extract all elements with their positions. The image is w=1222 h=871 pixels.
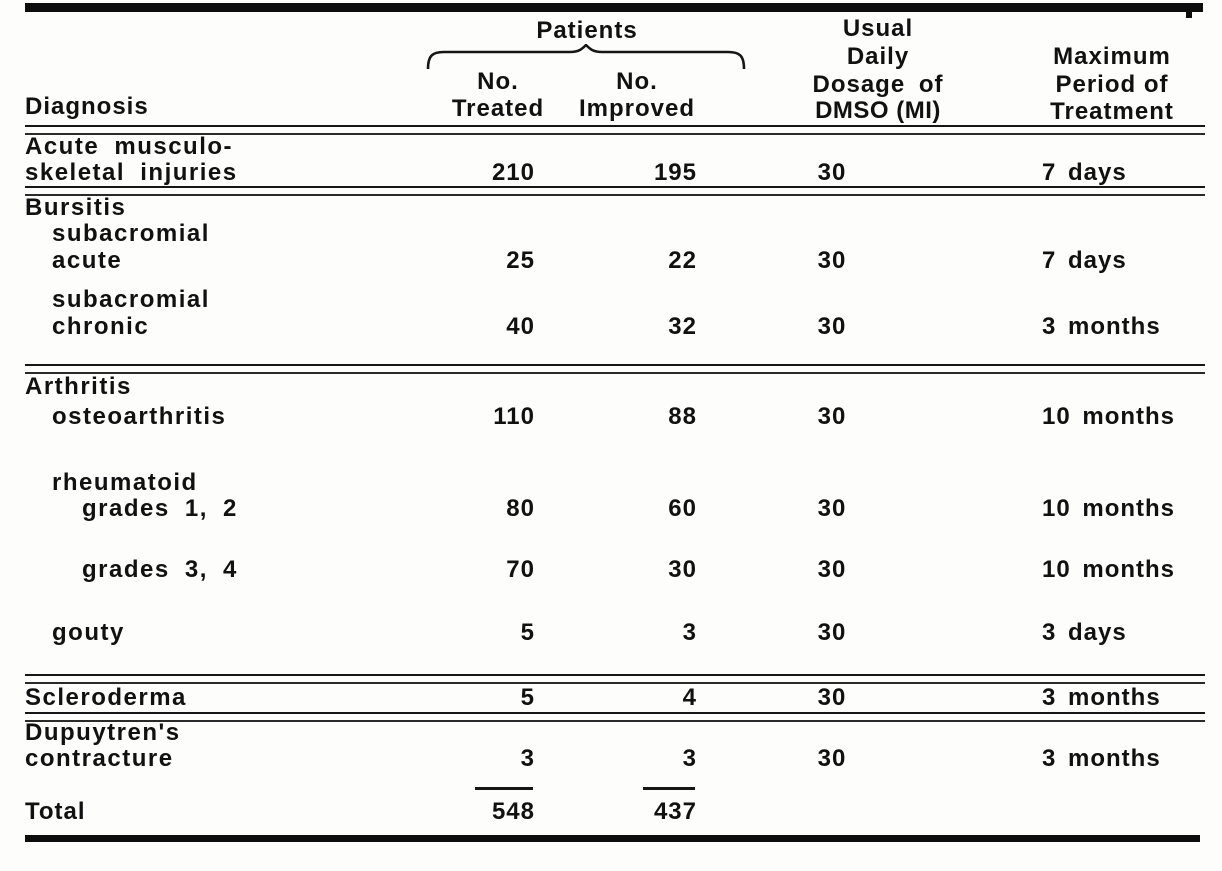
table-row: Bursitis xyxy=(0,195,1222,221)
table-row: grades 1, 2 80 60 30 10 months xyxy=(0,496,1222,522)
table-row: gouty 5 3 30 3 days xyxy=(0,620,1222,646)
table-row: osteoarthritis 110 88 30 10 months xyxy=(0,404,1222,430)
diagnosis-cell: grades 3, 4 xyxy=(82,556,238,583)
treated-cell: 25 xyxy=(506,247,535,274)
table-row: Arthritis xyxy=(0,374,1222,400)
column-header-period-line2: Period of xyxy=(1055,71,1169,98)
column-group-patients: Patients xyxy=(536,17,638,44)
treated-cell: 40 xyxy=(506,313,535,340)
patients-brace-icon xyxy=(426,44,746,70)
total-improved-overline xyxy=(643,787,695,790)
treated-cell: 110 xyxy=(493,403,535,430)
diagnosis-cell: osteoarthritis xyxy=(52,403,227,430)
diagnosis-cell: Dupuytren's xyxy=(25,719,181,746)
diagnosis-cell: Bursitis xyxy=(25,194,127,221)
row-separator-rule xyxy=(25,712,1205,722)
column-header-dosage-line2: Daily xyxy=(846,43,910,70)
improved-cell: 32 xyxy=(668,313,697,340)
row-separator-rule xyxy=(25,186,1205,196)
table-row: chronic 40 32 30 3 months xyxy=(0,314,1222,340)
table-row: contracture 3 3 30 3 months xyxy=(0,746,1222,772)
diagnosis-cell: acute xyxy=(52,247,123,274)
dosage-cell: 30 xyxy=(817,403,847,430)
dosage-cell: 30 xyxy=(817,619,847,646)
table-row: skeletal injuries 210 195 30 7 days xyxy=(0,160,1222,186)
diagnosis-cell: Acute musculo- xyxy=(25,133,234,160)
table-row: grades 3, 4 70 30 30 10 months xyxy=(0,557,1222,583)
column-header-diagnosis: Diagnosis xyxy=(25,93,149,120)
diagnosis-cell: chronic xyxy=(52,313,150,340)
table-bottom-rule xyxy=(25,835,1200,842)
period-cell: 7 days xyxy=(1042,247,1127,274)
improved-cell: 3 xyxy=(682,745,697,772)
treated-cell: 80 xyxy=(506,495,535,522)
dosage-cell: 30 xyxy=(817,745,847,772)
period-cell: 10 months xyxy=(1042,556,1176,583)
improved-cell: 22 xyxy=(668,247,697,274)
period-cell: 7 days xyxy=(1042,159,1127,186)
period-cell: 3 months xyxy=(1042,745,1161,772)
dosage-cell: 30 xyxy=(817,159,847,186)
total-treated-cell: 548 xyxy=(491,798,535,825)
dosage-cell: 30 xyxy=(817,556,847,583)
column-header-dosage-line4: DMSO (MI) xyxy=(815,97,941,124)
improved-cell: 3 xyxy=(682,619,697,646)
diagnosis-cell: Arthritis xyxy=(25,373,132,400)
column-header-improved-line1: No. xyxy=(616,68,658,95)
table-row: Dupuytren's xyxy=(0,720,1222,746)
treated-cell: 210 xyxy=(491,159,535,186)
table-top-rule xyxy=(25,3,1203,12)
improved-cell: 4 xyxy=(682,684,697,711)
row-separator-rule xyxy=(25,364,1205,374)
column-header-dosage-line1: Usual xyxy=(842,15,914,42)
diagnosis-cell: Scleroderma xyxy=(25,684,187,711)
improved-cell: 195 xyxy=(653,159,697,186)
period-cell: 10 months xyxy=(1042,495,1176,522)
column-header-improved-line2: Improved xyxy=(578,95,696,122)
treated-cell: 3 xyxy=(520,745,535,772)
period-cell: 10 months xyxy=(1042,403,1176,430)
period-cell: 3 months xyxy=(1042,313,1161,340)
diagnosis-cell: grades 1, 2 xyxy=(82,495,238,522)
column-header-treated-line2: Treated xyxy=(451,95,545,122)
total-label: Total xyxy=(25,798,86,825)
column-header-treated-line1: No. xyxy=(477,68,519,95)
diagnosis-cell: contracture xyxy=(25,745,174,772)
diagnosis-cell: subacromial xyxy=(52,286,210,313)
table-row: Acute musculo- xyxy=(0,134,1222,160)
column-header-dosage-line3: Dosage of xyxy=(812,71,944,98)
improved-cell: 30 xyxy=(668,556,697,583)
diagnosis-cell: gouty xyxy=(52,619,125,646)
improved-cell: 60 xyxy=(668,495,697,522)
total-improved-cell: 437 xyxy=(653,798,697,825)
dosage-cell: 30 xyxy=(817,684,847,711)
total-treated-overline xyxy=(475,787,533,790)
header-separator-rule xyxy=(25,125,1205,135)
column-header-period-line3: Treatment xyxy=(1050,98,1174,125)
period-cell: 3 days xyxy=(1042,619,1127,646)
improved-cell: 88 xyxy=(668,403,697,430)
dosage-cell: 30 xyxy=(817,495,847,522)
treated-cell: 5 xyxy=(520,619,535,646)
table-row: subacromial xyxy=(0,287,1222,313)
table-top-rule-nub xyxy=(1186,3,1192,18)
diagnosis-cell: skeletal injuries xyxy=(25,159,238,186)
dosage-cell: 30 xyxy=(817,247,847,274)
table-row: subacromial xyxy=(0,221,1222,247)
treated-cell: 70 xyxy=(506,556,535,583)
period-cell: 3 months xyxy=(1042,684,1161,711)
diagnosis-cell: rheumatoid xyxy=(52,469,198,496)
row-separator-rule xyxy=(25,674,1205,684)
table-row: Scleroderma 5 4 30 3 months xyxy=(0,685,1222,711)
table-row: rheumatoid xyxy=(0,470,1222,496)
treated-cell: 5 xyxy=(520,684,535,711)
table-row-total: Total 548 437 xyxy=(0,799,1222,825)
column-header-period-line1: Maximum xyxy=(1053,43,1171,70)
dosage-cell: 30 xyxy=(817,313,847,340)
table-row: acute 25 22 30 7 days xyxy=(0,248,1222,274)
diagnosis-cell: subacromial xyxy=(52,220,210,247)
